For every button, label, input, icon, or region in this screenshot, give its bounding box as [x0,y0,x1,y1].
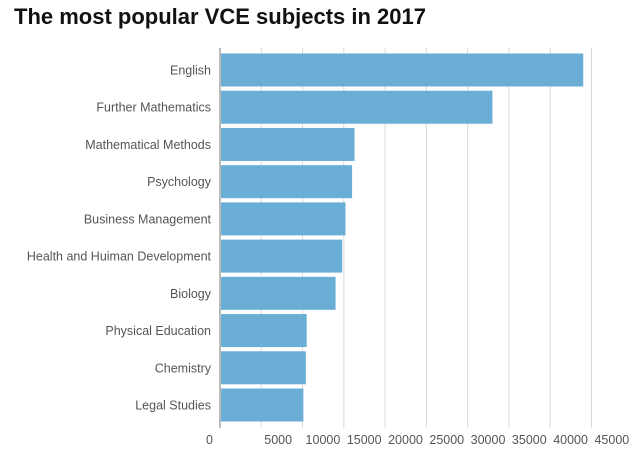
bar [221,351,306,385]
x-tick-label: 0 [206,433,213,447]
bar [221,314,307,348]
category-label: Mathematical Methods [85,138,211,152]
x-tick-label: 25000 [429,433,464,447]
x-tick-label: 45000 [594,433,629,447]
x-tick-label: 5000 [264,433,292,447]
x-tick-label: 20000 [388,433,423,447]
x-tick-label: 35000 [512,433,547,447]
chart-title: The most popular VCE subjects in 2017 [14,4,426,29]
category-label: Legal Studies [135,399,211,413]
x-tick-label: 40000 [553,433,588,447]
x-tick-label: 10000 [306,433,341,447]
x-tick-label: 30000 [471,433,506,447]
bar [221,127,355,161]
category-label: Psychology [147,175,212,189]
category-label: Chemistry [155,361,212,375]
bar [221,53,584,87]
x-tick-label: 15000 [347,433,382,447]
category-label: English [170,64,211,78]
category-label: Further Mathematics [96,101,211,115]
category-label: Business Management [84,212,212,226]
category-label: Physical Education [105,324,211,338]
category-label: Biology [170,287,212,301]
bar [221,388,304,422]
bar [221,165,353,199]
bar [221,90,493,124]
category-label: Health and Huiman Development [27,250,212,264]
bar [221,276,336,310]
bar [221,239,343,273]
bar [221,202,346,236]
